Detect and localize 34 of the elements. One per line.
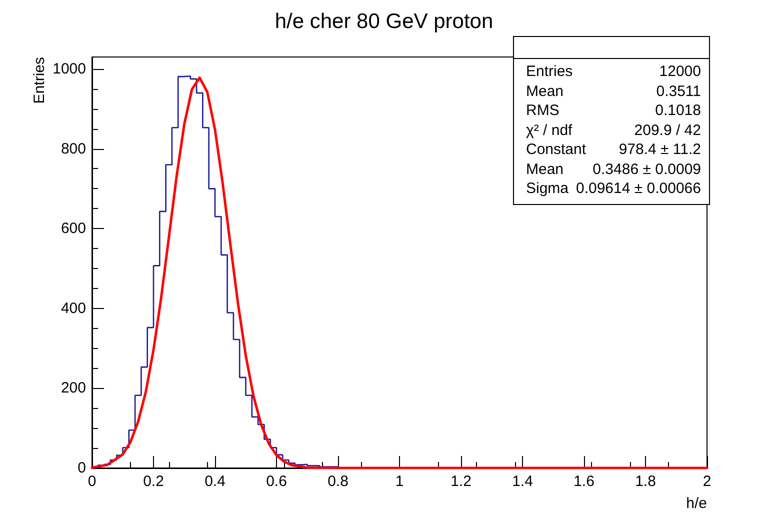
annotation: Entries [526,62,573,82]
annotation: 0.09614 ± 0.00066 [576,179,701,198]
annotation: 209.9 / 42 [634,120,701,140]
y-tick-label: 200 [60,380,86,397]
annotation: Mean [526,160,564,179]
annotation: 12000 [659,62,701,82]
y-tick-label: 400 [60,300,86,317]
y-tick-label: 1000 [52,60,86,78]
y-tick-label: 0 [78,460,86,476]
x-tick-label: 0 [88,473,96,490]
chart-title: h/e cher 80 GeV proton [274,10,494,33]
x-axis-title: h/e [686,495,707,512]
annotation: Constant [526,140,586,160]
annotation: Mean [526,82,564,101]
x-tick-label: 1.4 [512,473,533,490]
annotation: RMS [526,101,560,120]
annotation: 0.1018 [655,101,701,120]
x-tick-label: 1.6 [574,473,594,490]
y-tick-label: 800 [60,140,86,158]
x-tick-label: 0.6 [266,473,287,490]
x-tick-label: 0.8 [328,473,348,490]
x-tick-label: 0.4 [204,473,226,490]
x-tick-label: 2 [702,473,712,490]
y-axis-title: Entries [31,57,48,104]
annotation: 978.4 ± 11.2 [618,140,701,160]
annotation: 0.3511 [656,82,701,101]
x-tick-label: 1.2 [450,473,472,490]
x-tick-label: 1.8 [635,473,656,490]
annotation: Sigma [526,179,569,198]
annotation: 0.3486 ± 0.0009 [592,160,701,179]
annotation: χ² / ndf [526,120,572,140]
x-tick-label: 0.2 [143,473,164,490]
x-tick-label: 1 [395,473,404,490]
y-tick-label: 600 [60,220,86,238]
